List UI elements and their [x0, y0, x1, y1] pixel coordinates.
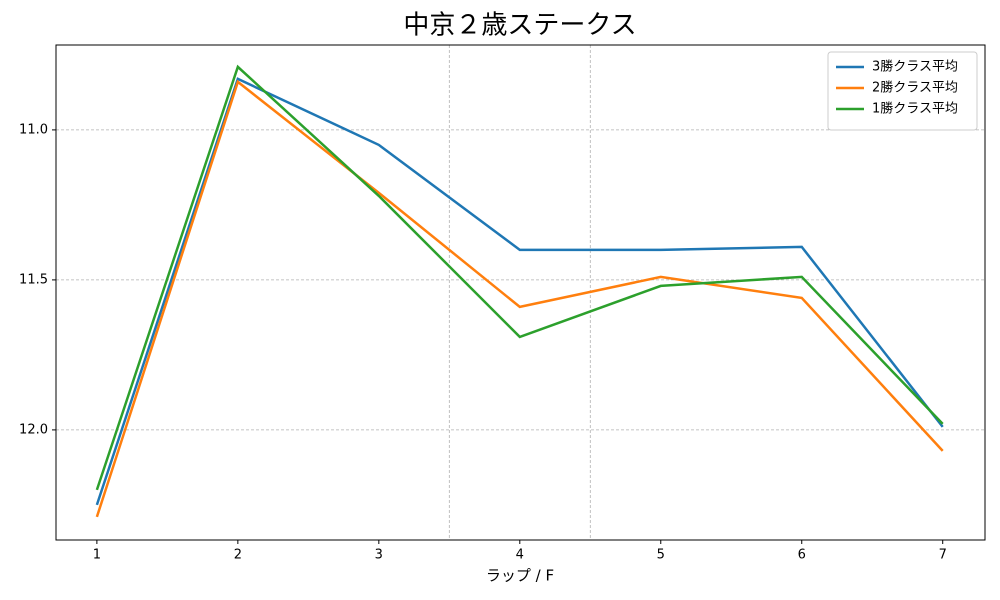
x-axis-label: ラップ / F [486, 567, 554, 585]
x-tick-label: 6 [798, 548, 806, 563]
x-tick-label: 4 [516, 548, 524, 563]
x-tick-label: 2 [234, 548, 242, 563]
y-tick-label: 11.0 [19, 122, 48, 137]
y-tick-label: 11.5 [19, 272, 48, 287]
x-tick-label: 3 [375, 548, 383, 563]
series-line [95, 64, 944, 491]
y-tick-label: 12.0 [19, 422, 48, 437]
legend: 3勝クラス平均 2勝クラス平均 1勝クラス平均 [827, 51, 978, 131]
plot-frame [55, 44, 986, 541]
x-tick-label: 5 [657, 548, 665, 563]
series-line [95, 79, 944, 518]
legend-label: 2勝クラス平均 [872, 81, 958, 96]
chart-title: 中京２歳ステークス [403, 11, 636, 41]
legend-box [827, 51, 978, 131]
x-tick-label: 1 [93, 548, 101, 563]
series-line [95, 77, 944, 506]
legend-label: 1勝クラス平均 [872, 102, 958, 117]
x-tick-label: 7 [939, 548, 947, 563]
legend-label: 3勝クラス平均 [872, 60, 958, 75]
